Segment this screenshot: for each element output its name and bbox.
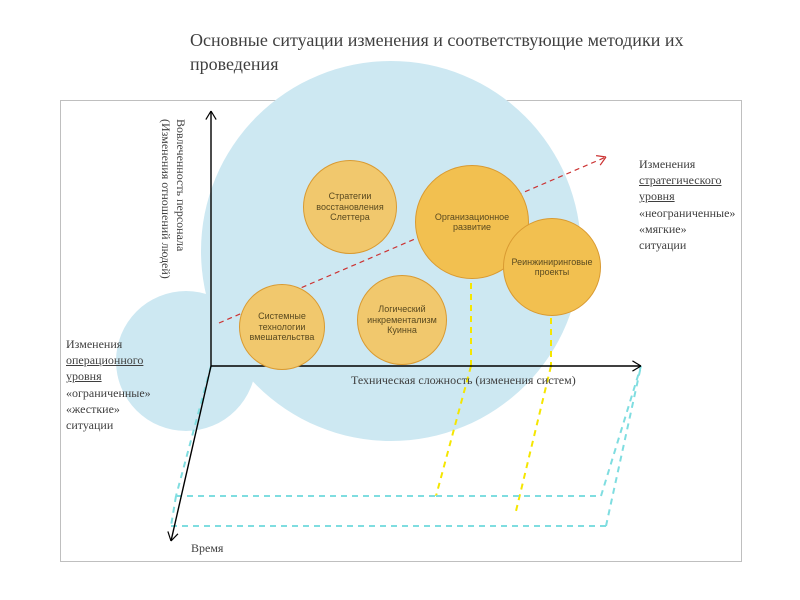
time-axis-label: Время <box>191 541 223 556</box>
chart-frame: Системныетехнологиивмешательства Стратеги… <box>60 100 742 562</box>
annotation-right: Изменениястратегическогоуровня«неогранич… <box>639 156 735 253</box>
method-bubble: Системныетехнологиивмешательства <box>239 284 325 370</box>
method-bubble: ЛогическийинкрементализмКуинна <box>357 275 447 365</box>
y-axis-label: Вовлеченность персонала(Изменения отноше… <box>158 119 188 279</box>
annotation-left: Измененияоперационногоуровня«ограниченны… <box>66 336 151 433</box>
method-bubble: СтратегиивосстановленияСлеттера <box>303 160 397 254</box>
method-bubble: Реинжиниринговыепроекты <box>503 218 601 316</box>
x-axis-label: Техническая сложность (изменения систем) <box>351 373 576 388</box>
